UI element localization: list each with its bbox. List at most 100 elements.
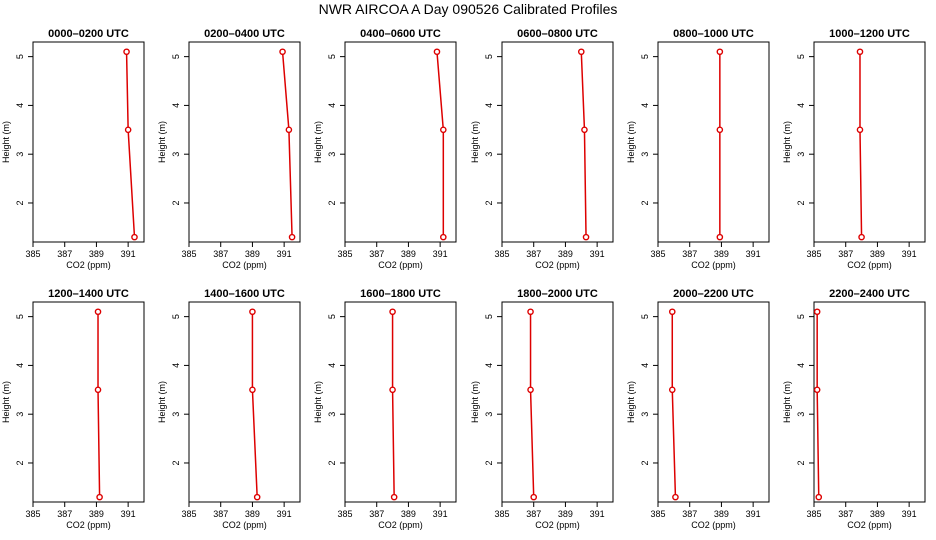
x-axis-label: CO2 (ppm) xyxy=(66,260,111,270)
y-tick-label: 5 xyxy=(327,314,337,319)
y-axis-label: Height (m) xyxy=(1,381,11,423)
y-tick-label: 3 xyxy=(484,152,494,157)
x-tick-label: 389 xyxy=(245,249,260,259)
x-tick-label: 391 xyxy=(590,249,605,259)
y-tick-label: 4 xyxy=(484,103,494,108)
y-axis-label: Height (m) xyxy=(313,121,323,163)
y-tick-label: 5 xyxy=(15,54,25,59)
data-point xyxy=(96,493,103,501)
y-tick-label: 5 xyxy=(640,54,650,59)
y-tick-label: 3 xyxy=(640,152,650,157)
x-tick-label: 391 xyxy=(121,509,136,519)
y-axis-label: Height (m) xyxy=(782,121,792,163)
data-point xyxy=(279,48,286,56)
y-axis-label: Height (m) xyxy=(470,121,480,163)
profile-line xyxy=(391,311,395,498)
y-tick-label: 2 xyxy=(640,200,650,205)
y-tick-label: 3 xyxy=(15,152,25,157)
x-axis-label: CO2 (ppm) xyxy=(691,260,736,270)
y-tick-label: 4 xyxy=(15,103,25,108)
data-point xyxy=(253,493,261,501)
plot-frame xyxy=(813,301,926,503)
data-point xyxy=(123,48,130,56)
x-axis-label: CO2 (ppm) xyxy=(691,520,736,530)
x-tick-label: 391 xyxy=(902,509,917,519)
x-tick-label: 385 xyxy=(806,249,821,259)
x-tick-label: 385 xyxy=(181,509,196,519)
data-point xyxy=(440,126,447,134)
y-tick-label: 4 xyxy=(15,363,25,368)
y-tick-label: 5 xyxy=(484,314,494,319)
x-tick-label: 387 xyxy=(57,509,72,519)
x-tick-label: 391 xyxy=(277,509,292,519)
y-axis-label: Height (m) xyxy=(313,381,323,423)
x-tick-label: 389 xyxy=(558,249,573,259)
y-tick-label: 2 xyxy=(171,200,181,205)
y-tick-label: 5 xyxy=(796,54,806,59)
x-tick-label: 385 xyxy=(494,249,509,259)
profile-line xyxy=(816,311,820,498)
x-tick-label: 387 xyxy=(369,509,384,519)
x-tick-label: 387 xyxy=(213,509,228,519)
data-point xyxy=(716,233,724,241)
profile-line xyxy=(859,51,863,238)
panel-title: 2000–2200 UTC xyxy=(673,288,754,300)
panel-title: 0800–1000 UTC xyxy=(673,28,754,40)
x-tick-label: 385 xyxy=(25,249,40,259)
y-axis-label: Height (m) xyxy=(470,381,480,423)
data-point xyxy=(813,386,821,394)
data-point xyxy=(581,126,588,134)
profile-line xyxy=(529,311,535,498)
y-axis-label: Height (m) xyxy=(157,121,167,163)
y-tick-label: 5 xyxy=(796,314,806,319)
data-point xyxy=(672,493,679,501)
y-tick-label: 5 xyxy=(171,314,181,319)
data-point xyxy=(813,308,821,316)
data-point xyxy=(530,493,538,501)
y-tick-label: 5 xyxy=(171,54,181,59)
x-tick-label: 389 xyxy=(401,509,416,519)
y-tick-label: 2 xyxy=(171,460,181,465)
y-tick-label: 4 xyxy=(796,363,806,368)
plot-frame xyxy=(188,41,301,243)
y-tick-label: 2 xyxy=(796,460,806,465)
data-point xyxy=(577,48,585,56)
x-tick-label: 387 xyxy=(526,509,541,519)
data-point xyxy=(815,493,823,501)
data-point xyxy=(390,493,398,501)
y-axis-label: Height (m) xyxy=(626,381,636,423)
plot-frame xyxy=(32,41,145,243)
data-point xyxy=(716,48,724,56)
x-tick-label: 387 xyxy=(838,509,853,519)
panel-title: 1200–1400 UTC xyxy=(48,288,129,300)
x-tick-label: 385 xyxy=(806,509,821,519)
data-point xyxy=(94,386,102,394)
panel-title: 0600–0800 UTC xyxy=(517,28,598,40)
profile-line xyxy=(281,51,293,238)
x-axis-label: CO2 (ppm) xyxy=(535,520,580,530)
data-point xyxy=(389,386,396,394)
x-axis-label: CO2 (ppm) xyxy=(378,520,423,530)
x-tick-label: 385 xyxy=(650,509,665,519)
plot-frame xyxy=(813,41,926,243)
x-tick-label: 385 xyxy=(25,509,40,519)
panel-title: 2200–2400 UTC xyxy=(829,288,910,300)
x-tick-label: 391 xyxy=(746,509,761,519)
y-tick-label: 4 xyxy=(796,103,806,108)
y-tick-label: 3 xyxy=(640,412,650,417)
x-tick-label: 389 xyxy=(245,509,260,519)
data-point xyxy=(440,233,447,241)
y-tick-label: 4 xyxy=(327,103,337,108)
panel-title: 0000–0200 UTC xyxy=(48,28,129,40)
profile-line xyxy=(97,311,101,498)
y-tick-label: 2 xyxy=(640,460,650,465)
x-tick-label: 391 xyxy=(902,249,917,259)
panel-title: 0200–0400 UTC xyxy=(204,28,285,40)
plot-frame xyxy=(344,41,457,243)
plot-frame xyxy=(32,301,145,503)
y-tick-label: 2 xyxy=(15,460,25,465)
x-axis-label: CO2 (ppm) xyxy=(847,260,892,270)
y-tick-label: 3 xyxy=(327,412,337,417)
x-axis-label: CO2 (ppm) xyxy=(535,260,580,270)
y-tick-label: 5 xyxy=(327,54,337,59)
